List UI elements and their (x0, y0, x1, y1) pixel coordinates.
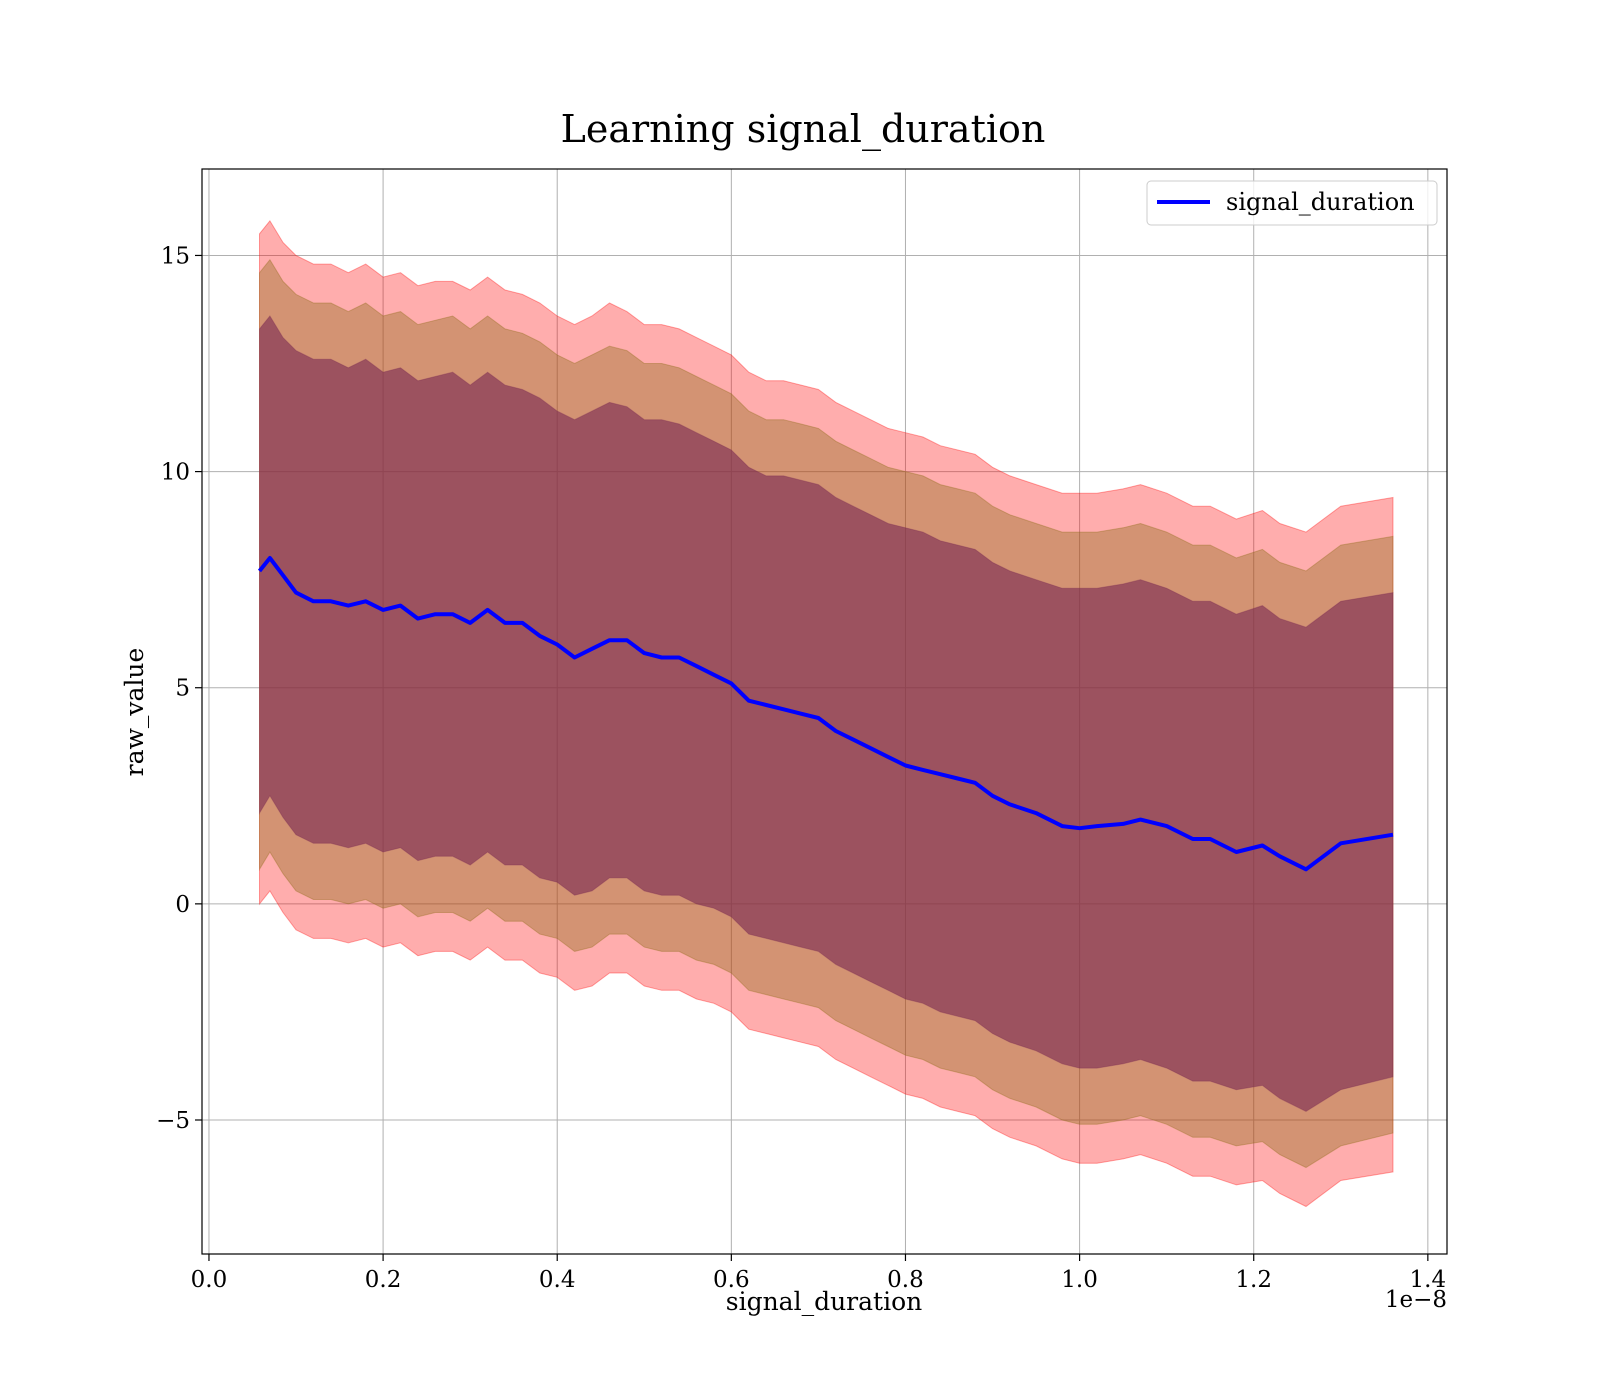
plot-area-frame (201, 168, 1448, 1255)
legend-label-signal-duration: signal_duration (1226, 188, 1415, 216)
legend: signal_duration (1146, 180, 1438, 226)
x-tick-label: 0.6 (713, 1267, 750, 1293)
x-tick-label: 1.0 (1061, 1267, 1098, 1293)
series-line-signal-duration (257, 556, 1394, 872)
x-axis-label: signal_duration (726, 1287, 922, 1316)
y-tick-label: 5 (175, 676, 190, 702)
x-tick-label: 0.8 (887, 1267, 924, 1293)
x-tick-label: 1.2 (1235, 1267, 1272, 1293)
y-tick-label: 0 (175, 892, 190, 918)
x-tick-label: 0.2 (365, 1267, 402, 1293)
axis-ticks: 0.0 0.2 0.4 0.6 0.8 1.0 1.2 1.4 −5 0 5 10 15 (156, 243, 1446, 1293)
x-tick-label: 0.0 (191, 1267, 228, 1293)
y-tick-label: −5 (156, 1108, 190, 1134)
y-tick-label: 10 (161, 460, 190, 486)
x-tick-label: 1.4 (1410, 1267, 1447, 1293)
x-axis-offset-text: 1e−8 (1385, 1287, 1447, 1313)
confidence-bands (259, 220, 1394, 1208)
band-1sigma-area (259, 315, 1394, 1112)
mean-line-layer (257, 556, 1394, 872)
x-tick-label: 0.4 (539, 1267, 576, 1293)
chart-title: Learning signal_duration (561, 107, 1046, 152)
y-tick-label: 15 (161, 243, 190, 269)
legend-box (1146, 180, 1438, 226)
y-axis-label: raw_value (120, 648, 149, 777)
